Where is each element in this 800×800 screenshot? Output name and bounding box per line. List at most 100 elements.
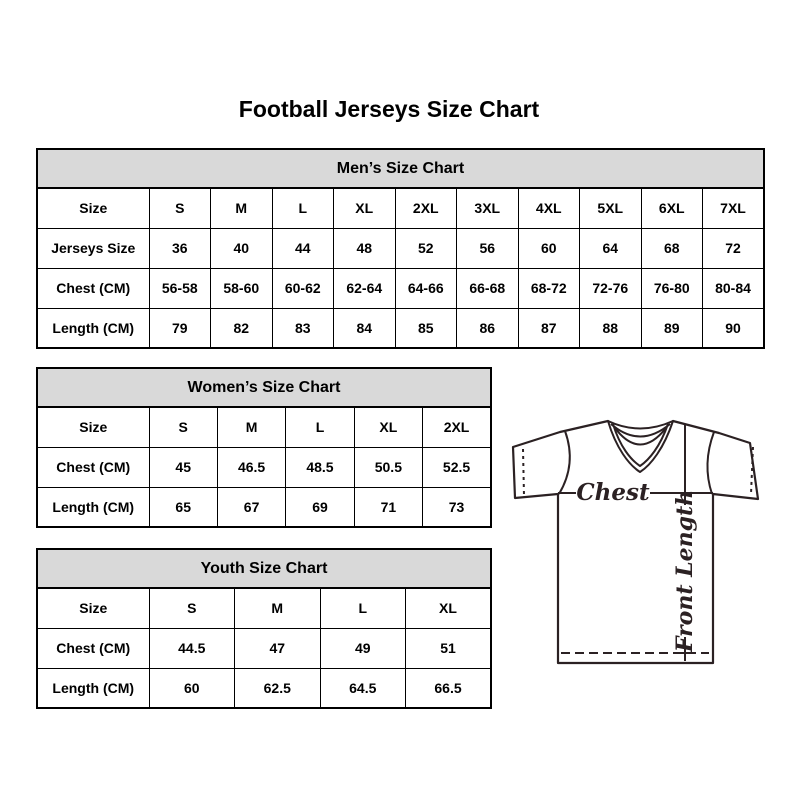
size-header-cell: 3XL xyxy=(456,187,519,229)
value-cell: 68 xyxy=(640,227,703,269)
row-label: Length (CM) xyxy=(36,486,150,528)
row-label: Length (CM) xyxy=(36,667,150,709)
row-label: Size xyxy=(36,406,150,448)
table-title-row: Women’s Size Chart xyxy=(36,367,492,408)
table-row: Chest (CM) 45 46.5 48.5 50.5 52.5 xyxy=(36,446,492,488)
collar-band xyxy=(614,427,667,446)
size-header-cell: XL xyxy=(333,187,396,229)
jersey-illustration: Chest Front Length xyxy=(511,419,760,665)
value-cell: 79 xyxy=(148,307,211,349)
left-armhole-seam xyxy=(558,430,571,495)
value-cell: 90 xyxy=(702,307,765,349)
table-row: Chest (CM) 56-58 58-60 60-62 62-64 64-66 66-68… xyxy=(36,267,765,309)
value-cell: 76-80 xyxy=(640,267,703,309)
v-neck-inner xyxy=(612,423,669,467)
value-cell: 44.5 xyxy=(148,627,235,669)
size-header-cell: 5XL xyxy=(579,187,642,229)
value-cell: 71 xyxy=(353,486,424,528)
value-cell: 52 xyxy=(394,227,457,269)
value-cell: 50.5 xyxy=(353,446,424,488)
table-title: Women’s Size Chart xyxy=(36,367,492,408)
value-cell: 87 xyxy=(517,307,580,349)
chest-label: Chest xyxy=(576,479,650,506)
value-cell: 66.5 xyxy=(405,667,492,709)
value-cell: 80-84 xyxy=(702,267,765,309)
value-cell: 67 xyxy=(216,486,287,528)
value-cell: 36 xyxy=(148,227,211,269)
value-cell: 65 xyxy=(148,486,218,528)
size-header-cell: M xyxy=(210,187,273,229)
value-cell: 64.5 xyxy=(319,667,406,709)
value-cell: 68-72 xyxy=(517,267,580,309)
left-sleeve-dashed-line xyxy=(522,448,525,497)
value-cell: 58-60 xyxy=(210,267,273,309)
size-header-row: Size S M L XL 2XL xyxy=(36,406,492,448)
collar-band xyxy=(607,420,674,430)
value-cell: 73 xyxy=(422,486,492,528)
value-cell: 48 xyxy=(333,227,396,269)
value-cell: 52.5 xyxy=(422,446,492,488)
value-cell: 60 xyxy=(517,227,580,269)
right-sleeve-dashed-line xyxy=(750,446,754,495)
row-label: Chest (CM) xyxy=(36,627,150,669)
size-header-cell: L xyxy=(285,406,355,448)
value-cell: 44 xyxy=(271,227,334,269)
value-cell: 89 xyxy=(640,307,703,349)
value-cell: 56 xyxy=(456,227,519,269)
table-title: Youth Size Chart xyxy=(36,548,492,589)
value-cell: 64-66 xyxy=(394,267,457,309)
table-title-row: Youth Size Chart xyxy=(36,548,492,589)
value-cell: 62-64 xyxy=(333,267,396,309)
value-cell: 48.5 xyxy=(285,446,355,488)
v-neck-outer xyxy=(607,420,674,473)
value-cell: 86 xyxy=(456,307,519,349)
size-header-cell: XL xyxy=(353,406,424,448)
value-cell: 72 xyxy=(702,227,765,269)
row-label: Size xyxy=(36,187,150,229)
collar-band xyxy=(610,423,671,438)
size-header-cell: 2XL xyxy=(422,406,492,448)
row-label: Chest (CM) xyxy=(36,446,150,488)
value-cell: 64 xyxy=(579,227,642,269)
table-row: Length (CM) 79 82 83 84 85 86 87 88 89 90 xyxy=(36,307,765,349)
value-cell: 60-62 xyxy=(271,267,334,309)
value-cell: 60 xyxy=(148,667,235,709)
table-title: Men’s Size Chart xyxy=(36,148,765,189)
table-row: Jerseys Size 36 40 44 48 52 56 60 64 68 72 xyxy=(36,227,765,269)
table-row: Length (CM) 60 62.5 64.5 66.5 xyxy=(36,667,492,709)
page-title: Football Jerseys Size Chart xyxy=(238,96,540,122)
size-header-cell: XL xyxy=(405,587,492,629)
value-cell: 72-76 xyxy=(579,267,642,309)
value-cell: 62.5 xyxy=(234,667,321,709)
right-armhole-seam xyxy=(706,431,715,495)
size-header-cell: 7XL xyxy=(702,187,765,229)
value-cell: 47 xyxy=(234,627,321,669)
row-label: Jerseys Size xyxy=(36,227,150,269)
value-cell: 45 xyxy=(148,446,218,488)
size-header-cell: L xyxy=(319,587,406,629)
size-header-cell: 2XL xyxy=(394,187,457,229)
value-cell: 69 xyxy=(285,486,355,528)
table-title-row: Men’s Size Chart xyxy=(36,148,765,189)
size-header-cell: 4XL xyxy=(517,187,580,229)
table-row: Length (CM) 65 67 69 71 73 xyxy=(36,486,492,528)
value-cell: 49 xyxy=(319,627,406,669)
mens-size-table: Men’s Size Chart Size S M L XL 2XL 3XL 4XL 5XL 6XL… xyxy=(36,148,765,349)
front-length-label: Front Length xyxy=(672,490,698,653)
value-cell: 88 xyxy=(579,307,642,349)
row-label: Chest (CM) xyxy=(36,267,150,309)
value-cell: 51 xyxy=(405,627,492,669)
jersey-measurement-diagram: Chest Front Length xyxy=(503,410,775,672)
row-label: Length (CM) xyxy=(36,307,150,349)
youth-size-table: Youth Size Chart Size S M L XL Chest (CM) 44.5 4… xyxy=(36,548,492,709)
womens-size-table: Women’s Size Chart Size S M L XL 2XL Chest (CM)… xyxy=(36,367,492,528)
value-cell: 83 xyxy=(271,307,334,349)
size-header-cell: S xyxy=(148,406,218,448)
size-header-cell: L xyxy=(271,187,334,229)
row-label: Size xyxy=(36,587,150,629)
size-header-row: Size S M L XL 2XL 3XL 4XL 5XL 6XL 7XL xyxy=(36,187,765,229)
value-cell: 82 xyxy=(210,307,273,349)
size-header-cell: M xyxy=(234,587,321,629)
value-cell: 46.5 xyxy=(216,446,287,488)
